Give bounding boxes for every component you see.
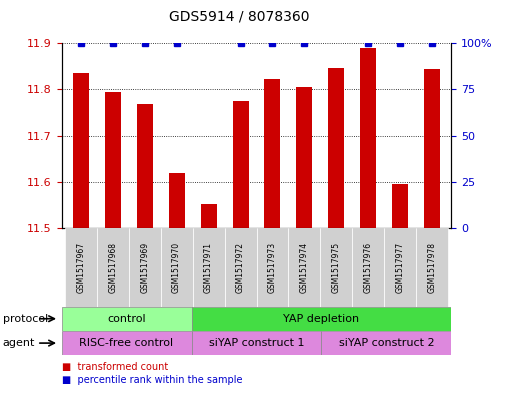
Bar <box>424 69 440 228</box>
Bar <box>192 228 225 307</box>
Bar <box>169 173 185 228</box>
Text: GSM1517976: GSM1517976 <box>364 242 373 293</box>
Bar <box>265 79 281 228</box>
Bar <box>225 228 256 307</box>
Bar <box>161 228 192 307</box>
Bar <box>232 101 248 228</box>
Text: GSM1517972: GSM1517972 <box>236 242 245 293</box>
Text: GSM1517978: GSM1517978 <box>428 242 437 293</box>
Text: YAP depletion: YAP depletion <box>283 314 360 324</box>
Text: GSM1517970: GSM1517970 <box>172 242 181 293</box>
Bar <box>288 228 321 307</box>
Text: control: control <box>107 314 146 324</box>
Bar <box>191 307 451 331</box>
Bar <box>129 228 161 307</box>
Bar <box>384 228 416 307</box>
Text: GSM1517967: GSM1517967 <box>76 242 85 293</box>
Bar <box>136 104 153 228</box>
Bar <box>322 331 451 355</box>
Bar <box>328 68 344 228</box>
Bar <box>392 184 408 228</box>
Bar <box>62 307 191 331</box>
Bar <box>256 228 288 307</box>
Text: GSM1517971: GSM1517971 <box>204 242 213 293</box>
Text: GSM1517969: GSM1517969 <box>140 242 149 293</box>
Text: GSM1517975: GSM1517975 <box>332 242 341 293</box>
Text: GSM1517977: GSM1517977 <box>396 242 405 293</box>
Bar <box>360 48 377 228</box>
Bar <box>62 331 191 355</box>
Bar <box>105 92 121 228</box>
Text: GSM1517973: GSM1517973 <box>268 242 277 293</box>
Text: agent: agent <box>3 338 35 348</box>
Text: siYAP construct 1: siYAP construct 1 <box>209 338 304 348</box>
Text: ■  transformed count: ■ transformed count <box>62 362 168 372</box>
Bar <box>191 331 322 355</box>
Text: GDS5914 / 8078360: GDS5914 / 8078360 <box>169 10 310 24</box>
Bar <box>65 228 97 307</box>
Text: protocol: protocol <box>3 314 48 324</box>
Bar <box>297 87 312 228</box>
Text: RISC-free control: RISC-free control <box>80 338 173 348</box>
Bar <box>352 228 384 307</box>
Text: ■  percentile rank within the sample: ■ percentile rank within the sample <box>62 375 242 385</box>
Bar <box>73 73 89 228</box>
Text: GSM1517974: GSM1517974 <box>300 242 309 293</box>
Bar <box>201 204 216 228</box>
Text: GSM1517968: GSM1517968 <box>108 242 117 293</box>
Text: siYAP construct 2: siYAP construct 2 <box>339 338 435 348</box>
Bar <box>416 228 448 307</box>
Bar <box>97 228 129 307</box>
Bar <box>321 228 352 307</box>
